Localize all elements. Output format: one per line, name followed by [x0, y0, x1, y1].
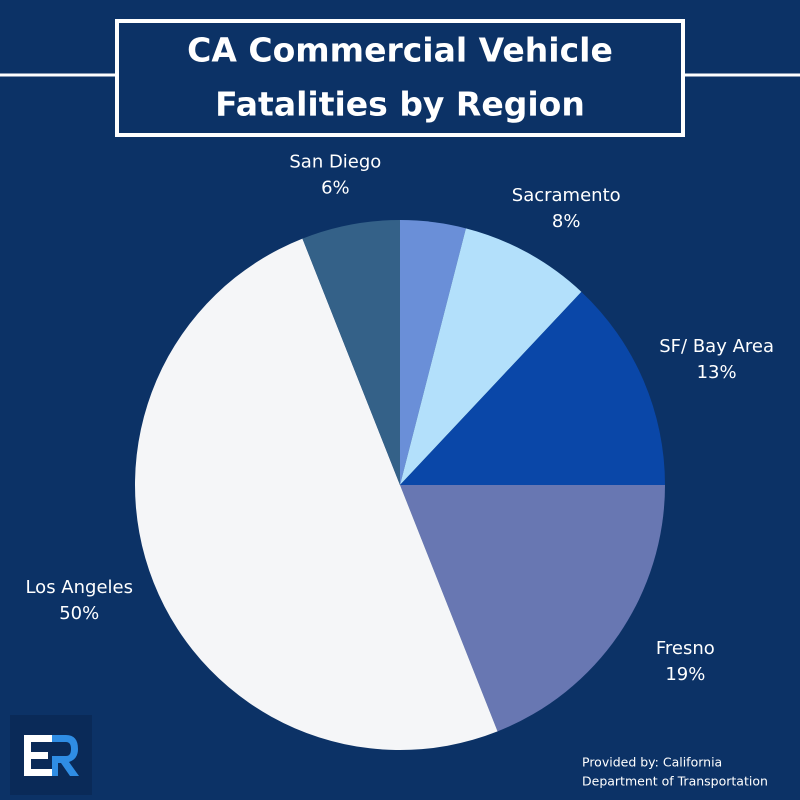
value-label: 13% — [697, 362, 737, 383]
slice — [400, 291, 665, 485]
value-label: 19% — [665, 664, 705, 685]
logo-bg — [10, 715, 92, 795]
value-label: 50% — [59, 603, 99, 624]
slice-label: Sacramento — [512, 185, 621, 206]
slice — [302, 220, 400, 485]
slice — [400, 485, 665, 732]
slice — [400, 228, 582, 486]
slice-label: Los Angeles — [25, 577, 133, 598]
chart-title: CA Commercial Vehicle — [187, 31, 613, 70]
slice-label: Fresno — [656, 638, 715, 659]
chart-title: Fatalities by Region — [215, 85, 585, 124]
logo — [10, 715, 92, 795]
slice — [400, 220, 466, 485]
slice-label: San Diego — [289, 152, 381, 173]
logo-r — [52, 735, 79, 776]
source-note: Provided by: California — [582, 755, 722, 770]
value-label: 6% — [321, 178, 350, 199]
slice — [135, 238, 498, 750]
logo-e — [24, 735, 52, 776]
title-box — [115, 19, 685, 137]
slice-label: SF/ Bay Area — [659, 336, 774, 357]
value-label: 8% — [552, 211, 581, 232]
pie — [135, 220, 665, 750]
source-note: Department of Transportation — [582, 774, 768, 789]
